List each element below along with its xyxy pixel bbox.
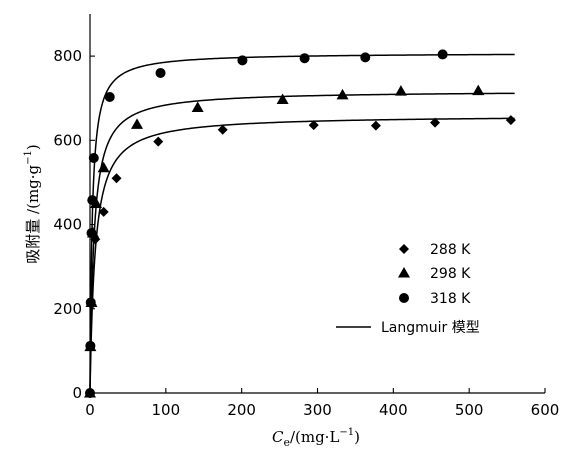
data-point <box>86 227 97 238</box>
data-point <box>276 93 289 104</box>
legend-label: 288 K <box>430 242 471 258</box>
data-point <box>85 340 96 351</box>
data-point <box>217 124 228 135</box>
y-tick-label: 0 <box>72 384 82 402</box>
x-tick-label: 500 <box>455 401 484 419</box>
data-point <box>87 195 98 206</box>
legend-label: 298 K <box>430 266 471 282</box>
data-point <box>131 118 144 129</box>
y-tick-label: 400 <box>53 216 82 234</box>
data-point <box>370 120 381 131</box>
data-point <box>394 85 407 96</box>
y-axis-title: 吸附量 /(mg·g−1) <box>23 144 42 263</box>
x-tick-label: 600 <box>531 401 560 419</box>
data-point <box>97 161 110 173</box>
data-point <box>153 136 164 147</box>
langmuir-curve <box>89 92 515 393</box>
data-point <box>155 67 166 78</box>
data-point <box>308 120 319 131</box>
data-point <box>191 101 204 112</box>
data-point <box>85 297 96 308</box>
data-point <box>98 206 109 217</box>
data-point <box>472 84 485 96</box>
data-point <box>430 117 441 128</box>
langmuir-curve <box>89 53 515 393</box>
data-point <box>336 88 349 100</box>
data-point <box>437 49 448 60</box>
data-point <box>111 173 122 184</box>
data-point <box>88 153 99 164</box>
data-point <box>299 53 310 64</box>
y-tick-label: 200 <box>53 300 82 318</box>
data-point <box>237 55 248 66</box>
legend-marker <box>399 293 409 303</box>
legend: 288 K 298 K 318 K Langmuir 模型 <box>336 242 480 336</box>
legend-label: 318 K <box>430 291 471 307</box>
data-point <box>505 115 516 126</box>
langmuir-curve <box>89 117 515 393</box>
plot-area: 0 100 200 300 400 500 600 0 200 400 600 800 <box>53 14 559 419</box>
x-tick-label: 300 <box>303 401 332 419</box>
legend-marker <box>399 244 409 254</box>
data-point <box>360 52 371 63</box>
y-tick-label: 600 <box>53 131 82 149</box>
data-point <box>85 388 95 398</box>
x-tick-label: 0 <box>85 401 95 419</box>
data-point <box>104 91 115 102</box>
legend-marker <box>398 267 410 278</box>
legend-label: Langmuir 模型 <box>381 320 480 336</box>
y-tick-label: 800 <box>53 47 82 65</box>
x-tick-label: 400 <box>379 401 408 419</box>
x-tick-label: 200 <box>227 401 256 419</box>
x-axis-title: Ce/(mg·L−1) <box>272 427 360 449</box>
x-tick-label: 100 <box>152 401 181 419</box>
